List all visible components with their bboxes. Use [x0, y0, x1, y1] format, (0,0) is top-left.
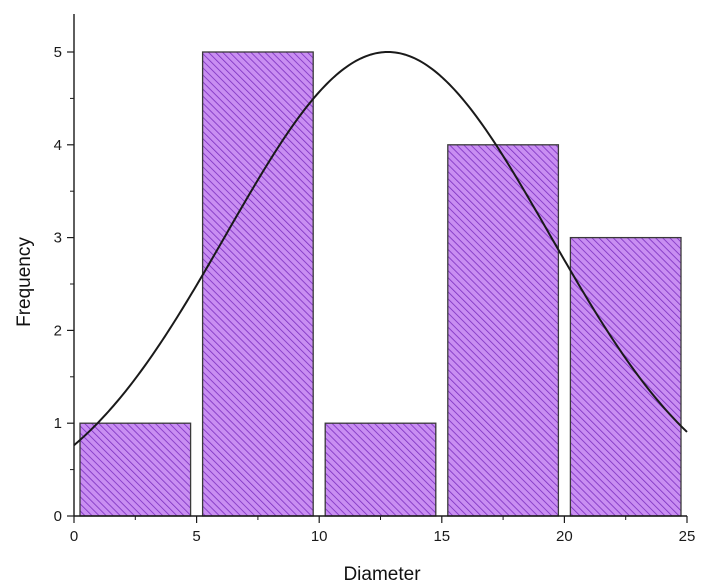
- y-axis-title: Frequency: [14, 237, 35, 327]
- x-tick-label: 15: [433, 528, 450, 545]
- y-tick-label: 4: [54, 137, 62, 154]
- histogram-bar-3: [447, 144, 560, 517]
- x-tick-label: 25: [679, 528, 696, 545]
- x-tick-label: 20: [556, 528, 573, 545]
- y-tick-label: 5: [54, 44, 62, 61]
- y-tick-label: 2: [54, 322, 62, 339]
- y-tick-label: 3: [54, 230, 62, 247]
- histogram-bar-2: [324, 422, 437, 517]
- histogram-bar-0: [79, 422, 192, 517]
- x-tick-label: 0: [70, 528, 78, 545]
- tick-labels-layer: 0 5 10 15 20 25 0 1 2 3 4 5: [54, 44, 696, 545]
- histogram-bar-1: [201, 51, 314, 517]
- histogram-bar-4: [569, 236, 682, 517]
- bars-layer: [79, 51, 682, 517]
- x-tick-label: 5: [192, 528, 200, 545]
- y-tick-label: 0: [54, 508, 62, 525]
- axes-layer: [67, 14, 688, 523]
- x-tick-label: 10: [311, 528, 328, 545]
- fit-curve-layer: [73, 50, 688, 446]
- normal-fit-curve: [73, 50, 688, 446]
- y-tick-label: 1: [54, 415, 62, 432]
- x-axis-title: Diameter: [343, 564, 421, 585]
